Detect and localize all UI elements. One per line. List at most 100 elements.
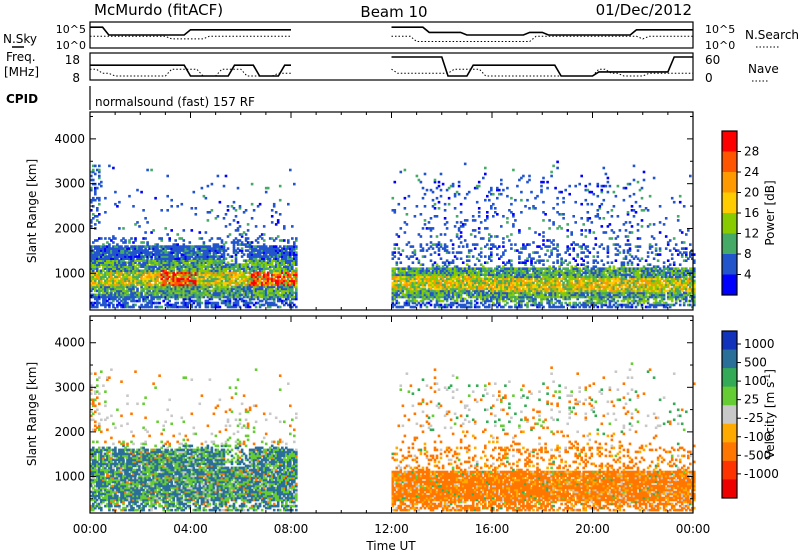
range-time-cell <box>211 237 214 240</box>
range-time-cell <box>542 181 545 184</box>
range-time-cell <box>255 225 258 228</box>
range-time-cell <box>458 185 461 188</box>
nave-ytick-bottom: 0 <box>705 71 713 85</box>
range-time-cell <box>486 211 489 214</box>
range-time-cell <box>480 251 483 254</box>
range-time-cell <box>424 219 427 222</box>
range-time-cell <box>104 197 107 200</box>
range-time-cell <box>484 167 487 170</box>
range-time-cell <box>211 183 214 186</box>
noise-ytick-top-right: 10^5 <box>705 23 735 36</box>
range-time-cell <box>518 255 521 258</box>
range-time-cell <box>398 235 401 238</box>
range-time-cell <box>438 253 441 256</box>
range-time-cell <box>514 199 517 202</box>
range-time-cell <box>494 207 497 210</box>
range-time-cell <box>154 197 157 200</box>
range-time-cell <box>482 237 485 240</box>
range-time-cell <box>201 187 204 190</box>
range-time-cell <box>279 213 282 216</box>
range-time-cell <box>496 253 499 256</box>
range-time-cell <box>420 243 423 246</box>
range-time-cell <box>524 205 527 208</box>
range-time-cell <box>422 197 425 200</box>
range-time-cell <box>94 173 97 176</box>
range-time-cell <box>412 245 415 248</box>
range-time-cell <box>546 187 549 190</box>
range-time-cell <box>432 247 435 250</box>
range-time-cell <box>474 247 477 250</box>
range-time-cell <box>438 181 441 184</box>
range-time-cell <box>536 195 539 198</box>
range-time-cell <box>233 201 236 204</box>
range-time-cell <box>245 233 248 236</box>
range-time-cell <box>500 225 503 228</box>
range-time-cell <box>134 237 137 240</box>
range-time-cell <box>166 233 169 236</box>
range-time-cell <box>144 231 147 234</box>
range-time-cell <box>251 217 254 220</box>
range-time-cell <box>440 173 443 176</box>
range-time-cell <box>476 302 479 305</box>
range-time-cell <box>456 233 459 236</box>
range-time-cell <box>94 165 97 168</box>
range-time-cell <box>562 217 565 220</box>
range-time-cell <box>114 237 117 240</box>
range-time-cell <box>277 219 280 222</box>
range-time-cell <box>540 185 543 188</box>
range-time-cell <box>510 306 513 309</box>
range-time-cell <box>237 187 240 190</box>
range-time-cell <box>283 239 286 242</box>
range-time-cell <box>544 213 547 216</box>
range-time-cell <box>474 263 477 266</box>
range-time-cell <box>251 183 254 186</box>
range-time-cell <box>562 197 565 200</box>
range-time-cell <box>98 197 101 200</box>
range-time-cell <box>195 213 198 216</box>
range-time-cell <box>562 306 565 309</box>
range-time-cell <box>514 243 517 246</box>
cpid-value: normalsound (fast) 157 RF <box>95 95 255 109</box>
range-time-cell <box>510 203 513 206</box>
range-time-cell <box>392 197 395 200</box>
range-time-cell <box>251 241 254 244</box>
range-time-cell <box>211 209 214 212</box>
range-time-cell <box>295 237 298 240</box>
range-time-cell <box>550 171 553 174</box>
range-time-cell <box>271 215 274 218</box>
nsky-label: N.Sky <box>3 32 37 46</box>
range-time-cell <box>486 261 489 264</box>
range-time-cell <box>253 209 256 212</box>
range-time-cell <box>160 306 163 309</box>
range-time-cell <box>438 207 441 210</box>
range-time-cell <box>170 229 173 232</box>
range-time-cell <box>416 175 419 178</box>
range-time-cell <box>532 257 535 260</box>
range-time-cell <box>510 233 513 236</box>
range-time-cell <box>440 189 443 192</box>
range-time-cell <box>500 183 503 186</box>
range-time-cell <box>512 169 515 172</box>
range-time-cell <box>502 215 505 218</box>
range-time-cell <box>498 245 501 248</box>
range-time-cell <box>231 255 234 258</box>
range-time-cell <box>271 209 274 212</box>
range-time-cell <box>554 187 557 190</box>
range-time-cell <box>476 243 479 246</box>
frequency-series <box>90 57 693 76</box>
range-time-cell <box>492 215 495 218</box>
range-time-cell <box>528 179 531 182</box>
range-time-cell <box>480 247 483 250</box>
range-time-cell <box>446 245 449 248</box>
range-time-cell <box>436 215 439 218</box>
range-time-cell <box>128 195 131 198</box>
range-time-cell <box>414 215 417 218</box>
dotted-series-line <box>392 36 694 41</box>
range-time-cell <box>536 251 539 254</box>
range-time-cell <box>560 302 563 305</box>
range-time-cell <box>265 191 268 194</box>
range-time-cell <box>506 221 509 224</box>
range-time-cell <box>235 209 238 212</box>
range-time-cell <box>484 255 487 258</box>
range-time-cell <box>520 251 523 254</box>
